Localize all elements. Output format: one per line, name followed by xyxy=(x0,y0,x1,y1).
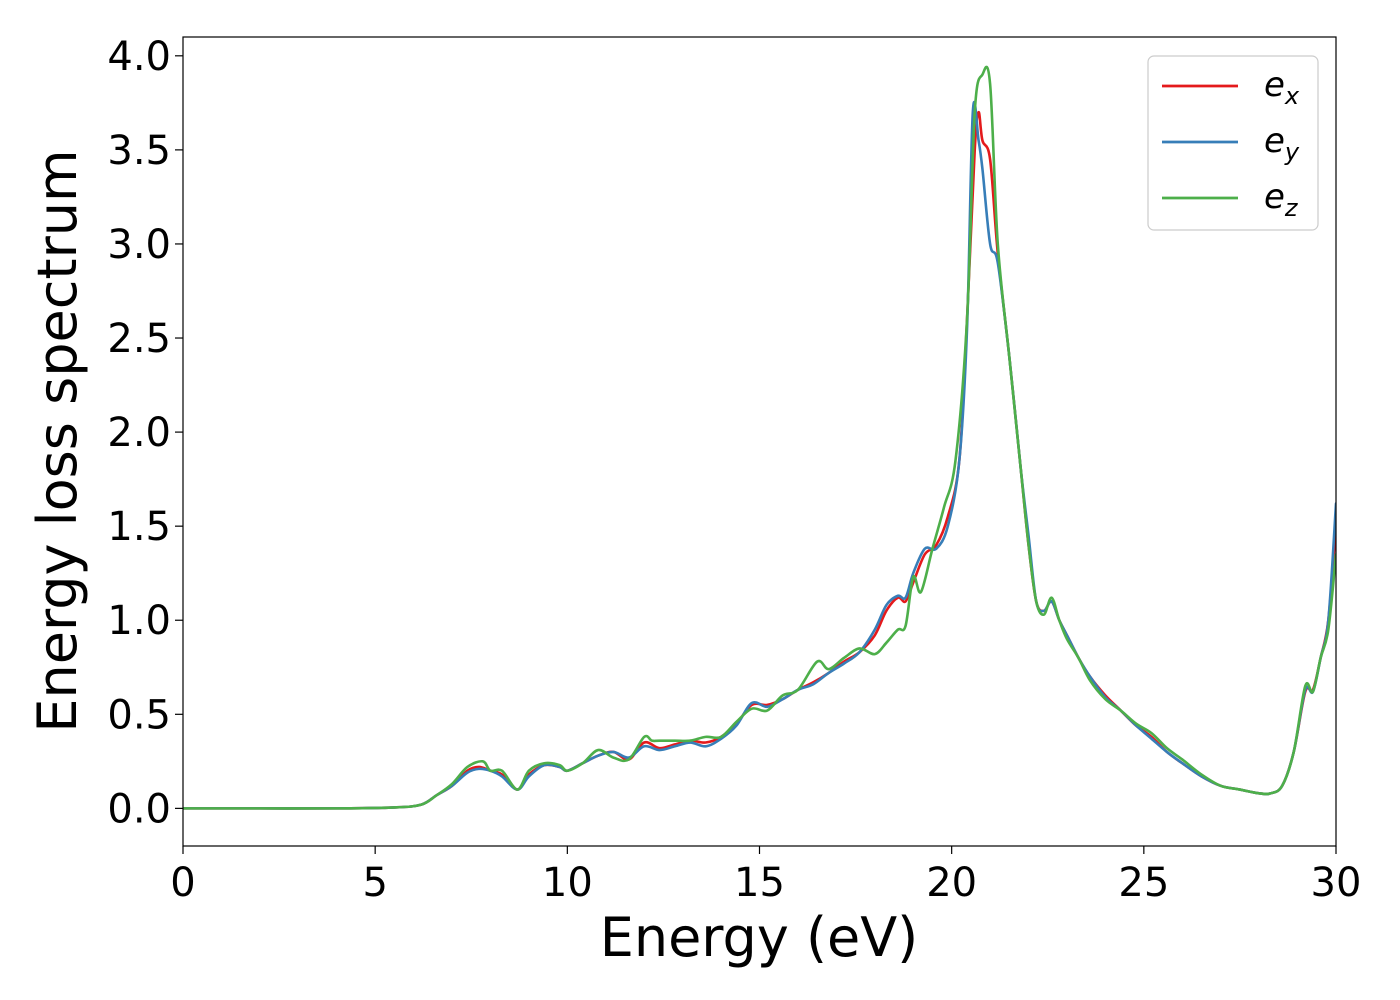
plot-area xyxy=(183,65,1336,810)
x-tick-label: 0 xyxy=(170,860,195,906)
y-axis-label: Energy loss spectrum xyxy=(26,149,89,732)
x-tick-label: 30 xyxy=(1311,860,1362,906)
x-tick-label: 5 xyxy=(362,860,387,906)
y-tick-label: 3.0 xyxy=(107,222,171,268)
x-tick-label: 10 xyxy=(542,860,593,906)
legend-item-e-z: ez xyxy=(1162,177,1299,222)
y-tick-label: 1.5 xyxy=(107,504,171,550)
y-tick-label: 3.5 xyxy=(107,128,171,174)
y-tick-label: 1.0 xyxy=(107,598,171,644)
y-axis-ticks: 0.0 0.5 1.0 1.5 2.0 2.5 3.0 3.5 4.0 xyxy=(107,34,183,832)
legend-item-e-x: ex xyxy=(1162,65,1300,110)
legend-label: ez xyxy=(1264,177,1299,222)
x-tick-label: 25 xyxy=(1118,860,1169,906)
legend: ex ey ez xyxy=(1147,55,1319,231)
y-tick-label: 0.0 xyxy=(107,786,171,832)
series-layer xyxy=(183,65,1336,810)
y-tick-label: 0.5 xyxy=(107,692,171,738)
legend-label: ex xyxy=(1264,65,1300,110)
y-tick-label: 4.0 xyxy=(107,34,171,80)
series-line-e-z xyxy=(183,65,1336,810)
y-tick-label: 2.5 xyxy=(107,316,171,362)
y-tick-label: 2.0 xyxy=(107,410,171,456)
x-axis-ticks: 0 5 10 15 20 25 30 xyxy=(170,846,1361,906)
x-axis-label: Energy (eV) xyxy=(600,906,919,969)
x-tick-label: 15 xyxy=(734,860,785,906)
legend-label: ey xyxy=(1264,121,1300,166)
x-tick-label: 20 xyxy=(926,860,977,906)
legend-item-e-y: ey xyxy=(1162,121,1300,166)
series-line-e-y xyxy=(183,100,1336,810)
